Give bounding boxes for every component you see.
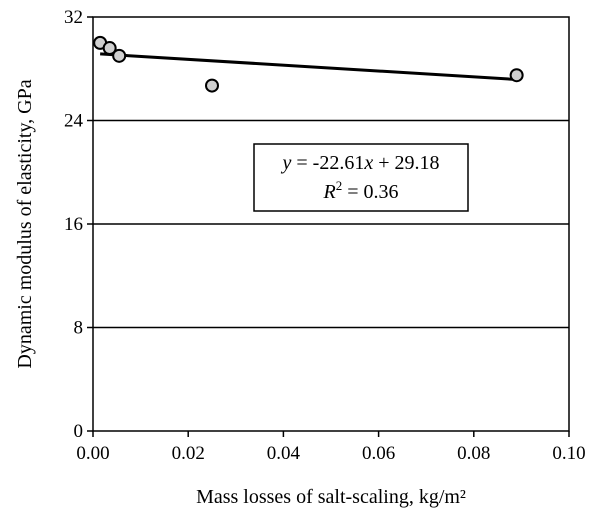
x-tick-label: 0.10 bbox=[552, 443, 585, 464]
x-tick-label: 0.02 bbox=[172, 443, 205, 464]
x-tick-label: 0.00 bbox=[76, 443, 109, 464]
data-point bbox=[205, 78, 219, 93]
y-axis-title: Dynamic modulus of elasticity, GPa bbox=[14, 79, 36, 368]
equation-slope: = -22.61 bbox=[291, 152, 364, 174]
r-squared-value: = 0.36 bbox=[342, 181, 398, 203]
y-tick-label: 8 bbox=[74, 318, 84, 339]
r-squared-label: R2 = 0.36 bbox=[323, 178, 399, 203]
trendline-equation: y = -22.61x + 29.18 bbox=[280, 152, 439, 174]
x-tick-label: 0.06 bbox=[362, 443, 395, 464]
equation-box-frame bbox=[253, 143, 469, 212]
r-squared-symbol: R bbox=[323, 181, 336, 203]
data-point bbox=[509, 68, 524, 83]
x-tick-label: 0.08 bbox=[457, 443, 490, 464]
trendline bbox=[100, 52, 517, 82]
equation-box: y = -22.61x + 29.18 R2 = 0.36 bbox=[253, 143, 469, 212]
data-points bbox=[93, 35, 524, 93]
y-tick-label: 32 bbox=[64, 7, 83, 28]
equation-x-symbol: x bbox=[363, 152, 373, 174]
equation-y-symbol: y bbox=[280, 152, 291, 174]
axis-ticks: 0 8 16 24 32 0.00 0.02 0.04 0.06 0.08 0.10 bbox=[64, 7, 586, 464]
data-point bbox=[112, 48, 127, 63]
y-tick-label: 16 bbox=[64, 214, 83, 235]
y-tick-label: 0 bbox=[74, 421, 84, 442]
x-tick-label: 0.04 bbox=[267, 443, 301, 464]
trendline-group bbox=[100, 52, 517, 82]
y-tick-label: 24 bbox=[64, 111, 84, 132]
x-axis-title: Mass losses of salt-scaling, kg/m² bbox=[196, 486, 466, 508]
data-point bbox=[102, 41, 117, 56]
equation-intercept: + 29.18 bbox=[373, 152, 439, 174]
r-squared-superscript: 2 bbox=[336, 178, 343, 193]
gridlines bbox=[93, 119, 569, 329]
